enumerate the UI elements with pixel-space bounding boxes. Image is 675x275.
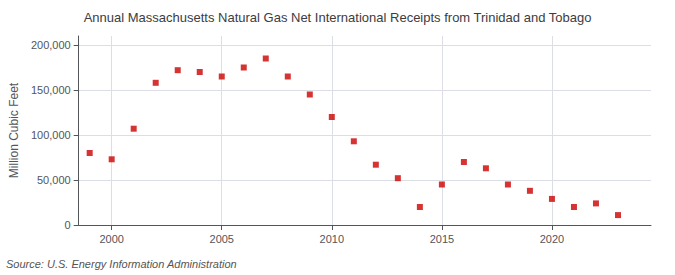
svg-text:50,000: 50,000 — [37, 174, 71, 186]
svg-text:Million Cubic Feet: Million Cubic Feet — [7, 82, 21, 178]
svg-text:150,000: 150,000 — [31, 84, 71, 96]
svg-text:2020: 2020 — [540, 233, 564, 245]
svg-text:2000: 2000 — [99, 233, 123, 245]
svg-text:200,000: 200,000 — [31, 39, 71, 51]
svg-text:Source: U.S. Energy Informatio: Source: U.S. Energy Information Administ… — [6, 258, 237, 270]
svg-text:2010: 2010 — [320, 233, 344, 245]
svg-text:Annual Massachusetts Natural G: Annual Massachusetts Natural Gas Net Int… — [84, 10, 592, 25]
svg-text:100,000: 100,000 — [31, 129, 71, 141]
svg-text:2015: 2015 — [430, 233, 454, 245]
svg-text:2005: 2005 — [210, 233, 234, 245]
svg-text:0: 0 — [65, 219, 71, 231]
